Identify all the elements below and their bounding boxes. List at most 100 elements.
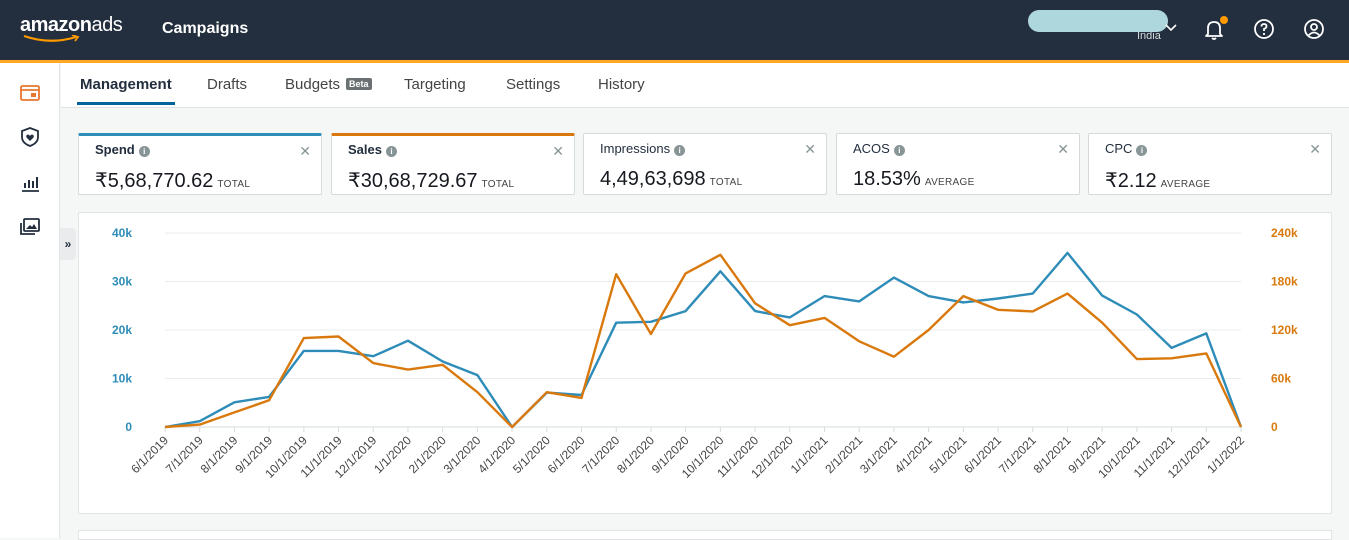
tab-targeting[interactable]: Targeting: [401, 76, 469, 103]
metric-value-wrap: 18.53% AVERAGE: [853, 168, 975, 191]
header-accent-line: [0, 60, 1349, 63]
close-icon[interactable]: ✕: [552, 143, 564, 159]
campaign-tabs: Management Drafts Budgets Beta Targeting …: [61, 63, 1349, 108]
sales-series-line: [164, 253, 1243, 429]
x-tick-label: 4/1/2020: [475, 433, 518, 476]
x-tick-label: 5/1/2020: [510, 433, 553, 476]
creative-assets-icon[interactable]: [18, 215, 42, 239]
info-icon[interactable]: i: [893, 145, 905, 156]
x-tick-label: 6/1/2020: [545, 433, 588, 476]
tab-settings[interactable]: Settings: [503, 76, 563, 103]
metric-label: Spend: [95, 142, 135, 157]
y-right-tick-label: 60k: [1271, 372, 1291, 386]
campaigns-table-panel: [78, 530, 1332, 540]
app-title: Campaigns: [162, 20, 249, 37]
metric-label-wrap: Spend i: [95, 142, 150, 157]
beta-badge: Beta: [346, 78, 372, 90]
metric-value-wrap: ₹2.12 AVERAGE: [1105, 168, 1210, 193]
metric-label-wrap: Impressions i: [600, 141, 686, 156]
metric-value-wrap: ₹30,68,729.67 TOTAL: [348, 168, 514, 193]
brand-shield-icon[interactable]: [18, 125, 42, 149]
close-icon[interactable]: ✕: [1309, 141, 1321, 157]
x-tick-label: 1/1/2022: [1204, 433, 1247, 476]
sidebar-expand-toggle[interactable]: »: [60, 228, 76, 260]
tab-label: Settings: [506, 76, 561, 93]
tab-label: History: [598, 76, 645, 93]
info-icon[interactable]: i: [138, 146, 150, 157]
y-left-tick-label: 10k: [112, 372, 132, 386]
tab-drafts[interactable]: Drafts: [204, 76, 250, 103]
y-right-tick-label: 240k: [1271, 226, 1298, 240]
help-icon[interactable]: [1252, 17, 1276, 41]
info-icon[interactable]: i: [1136, 145, 1148, 156]
x-tick-label: 7/1/2021: [996, 433, 1039, 476]
x-tick-label: 2/1/2021: [822, 433, 865, 476]
metric-label: Sales: [348, 142, 382, 157]
y-right-tick-label: 120k: [1271, 323, 1298, 337]
x-tick-label: 7/1/2020: [579, 433, 622, 476]
metric-unit: AVERAGE: [924, 177, 975, 188]
metric-unit: TOTAL: [481, 179, 515, 190]
close-icon[interactable]: ✕: [1057, 141, 1069, 157]
tab-budgets[interactable]: Budgets Beta: [282, 76, 375, 103]
info-icon[interactable]: i: [674, 145, 686, 156]
metric-value: ₹30,68,729.67: [348, 170, 478, 192]
info-icon[interactable]: i: [385, 146, 397, 157]
performance-chart: 0 0 10k 60k 20k 120k 30k 180k 40k 240k 6/1/2019 7/1…: [78, 212, 1332, 514]
y-left-tick-label: 40k: [112, 226, 132, 240]
x-tick-label: 3/1/2021: [857, 433, 900, 476]
spend-series-line: [164, 251, 1243, 429]
amazon-ads-logo[interactable]: amazonads: [20, 14, 123, 37]
metric-label: Impressions: [600, 141, 671, 156]
left-sidebar: [0, 63, 60, 538]
metric-card-cpc[interactable]: CPC i ✕ ₹2.12 AVERAGE: [1088, 133, 1332, 195]
tab-label: Drafts: [207, 76, 248, 93]
x-tick-label: 2/1/2020: [406, 433, 449, 476]
account-country: India: [1137, 30, 1161, 42]
metric-unit: TOTAL: [217, 179, 251, 190]
chevron-down-icon[interactable]: [1164, 20, 1178, 34]
logo-main-text: amazon: [20, 14, 92, 36]
campaign-manager-icon[interactable]: [18, 81, 42, 105]
y-right-tick-label: 0: [1271, 420, 1278, 434]
metric-value: 4,49,63,698: [600, 168, 706, 190]
x-tick-label: 3/1/2020: [441, 433, 484, 476]
metric-value-wrap: 4,49,63,698 TOTAL: [600, 168, 742, 191]
tab-management[interactable]: Management: [77, 76, 175, 105]
x-tick-label: 7/1/2019: [163, 433, 206, 476]
tab-label: Targeting: [404, 76, 466, 93]
x-tick-label: 4/1/2021: [892, 433, 935, 476]
metric-label-wrap: CPC i: [1105, 141, 1148, 156]
user-profile-icon[interactable]: [1302, 17, 1326, 41]
reports-icon[interactable]: [18, 171, 42, 195]
metric-unit: TOTAL: [709, 177, 743, 188]
metric-value: 18.53%: [853, 168, 921, 190]
account-selector[interactable]: [1028, 10, 1168, 32]
close-icon[interactable]: ✕: [804, 141, 816, 157]
y-left-tick-label: 20k: [112, 323, 132, 337]
bell-icon[interactable]: [1202, 17, 1226, 41]
x-tick-label: 1/1/2021: [788, 433, 831, 476]
metric-value-wrap: ₹5,68,770.62 TOTAL: [95, 168, 250, 193]
metric-unit: AVERAGE: [1160, 179, 1211, 190]
notification-badge: [1220, 16, 1228, 24]
metric-value: ₹5,68,770.62: [95, 170, 214, 192]
x-tick-label: 6/1/2021: [961, 433, 1004, 476]
y-left-tick-label: 30k: [112, 275, 132, 289]
metric-label-wrap: Sales i: [348, 142, 397, 157]
x-tick-label: 8/1/2021: [1031, 433, 1074, 476]
metric-card-sales[interactable]: Sales i ✕ ₹30,68,729.67 TOTAL: [331, 133, 575, 195]
metric-label-wrap: ACOS i: [853, 141, 905, 156]
tab-history[interactable]: History: [595, 76, 648, 103]
x-tick-label: 8/1/2019: [198, 433, 241, 476]
metric-card-impressions[interactable]: Impressions i ✕ 4,49,63,698 TOTAL: [583, 133, 827, 195]
metric-label: CPC: [1105, 141, 1133, 156]
metric-card-spend[interactable]: Spend i ✕ ₹5,68,770.62 TOTAL: [78, 133, 322, 195]
metric-value: ₹2.12: [1105, 170, 1157, 192]
metric-label: ACOS: [853, 141, 890, 156]
tab-label: Management: [80, 76, 172, 93]
close-icon[interactable]: ✕: [299, 143, 311, 159]
metric-card-acos[interactable]: ACOS i ✕ 18.53% AVERAGE: [836, 133, 1080, 195]
tab-label: Budgets: [285, 76, 341, 93]
